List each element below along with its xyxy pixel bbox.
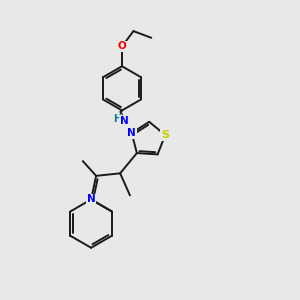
- Text: O: O: [118, 41, 126, 51]
- Text: N: N: [127, 128, 136, 138]
- Text: N: N: [87, 194, 95, 205]
- Text: H: H: [113, 115, 121, 124]
- Text: S: S: [161, 130, 169, 140]
- Text: N: N: [87, 194, 95, 205]
- Text: N: N: [120, 116, 129, 126]
